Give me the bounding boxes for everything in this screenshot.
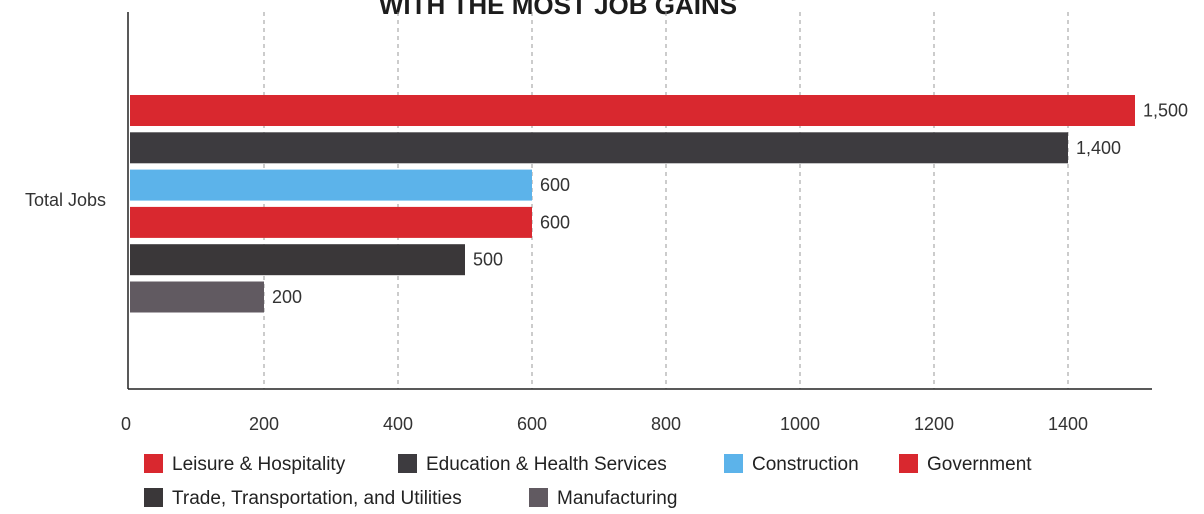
legend-label: Construction: [752, 454, 859, 475]
legend-swatch: [899, 454, 918, 473]
bar-value-label: 500: [473, 250, 503, 270]
grid-lines: [263, 12, 1069, 389]
chart-title: WITH THE MOST JOB GAINS: [379, 0, 737, 20]
legend: Leisure & Hospitality Education & Health …: [144, 454, 1032, 509]
x-tick-label: 1200: [914, 414, 954, 434]
legend-label: Manufacturing: [557, 488, 677, 509]
bars: 1,500 1,400 600 600 500 200: [130, 95, 1188, 313]
bar: [130, 244, 465, 276]
bar: [130, 206, 532, 238]
legend-label: Education & Health Services: [426, 454, 667, 475]
legend-swatch: [144, 454, 163, 473]
y-axis-label: Total Jobs: [25, 190, 106, 210]
x-tick-label: 400: [383, 414, 413, 434]
bar: [130, 95, 1135, 126]
bar-value-label: 200: [272, 287, 302, 307]
x-tick-label: 0: [121, 414, 131, 434]
legend-label: Government: [927, 454, 1032, 475]
bar: [130, 169, 532, 201]
legend-swatch: [529, 488, 548, 507]
bar: [130, 281, 264, 313]
legend-swatch: [398, 454, 417, 473]
legend-swatch: [724, 454, 743, 473]
bar: [130, 132, 1068, 164]
x-tick-label: 1400: [1048, 414, 1088, 434]
legend-label: Leisure & Hospitality: [172, 454, 346, 475]
bar-value-label: 600: [540, 212, 570, 232]
x-tick-label: 800: [651, 414, 681, 434]
bar-value-label: 1,500: [1143, 101, 1188, 121]
x-axis-ticks: 0 200 400 600 800 1000 1200 1400: [121, 414, 1088, 434]
x-tick-label: 200: [249, 414, 279, 434]
x-tick-label: 600: [517, 414, 547, 434]
x-tick-label: 1000: [780, 414, 820, 434]
bar-value-label: 600: [540, 175, 570, 195]
bar-value-label: 1,400: [1076, 138, 1121, 158]
legend-swatch: [144, 488, 163, 507]
legend-label: Trade, Transportation, and Utilities: [172, 488, 462, 509]
